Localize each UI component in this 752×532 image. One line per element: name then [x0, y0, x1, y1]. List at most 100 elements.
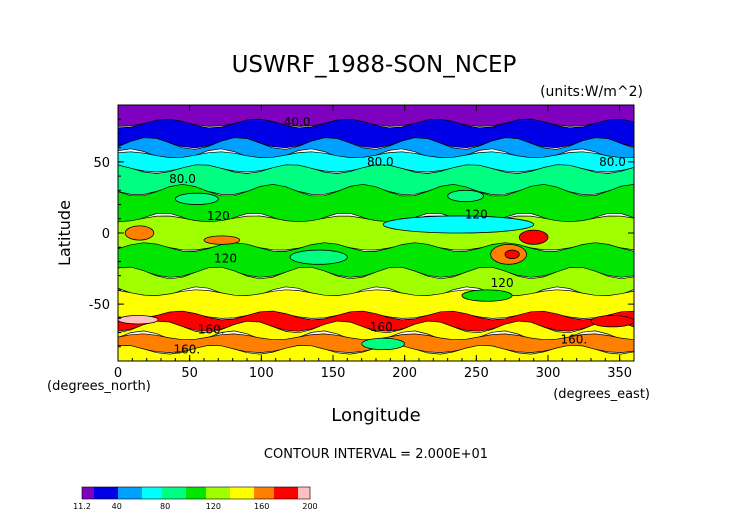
colorbar-tick-label: 160 — [254, 502, 269, 511]
colorbar-swatch — [106, 487, 111, 499]
colorbar-swatch — [226, 487, 231, 499]
colorbar-swatch — [186, 487, 191, 499]
contour-label: 80.0 — [169, 172, 196, 186]
colorbar-swatch — [302, 487, 307, 499]
colorbar-swatch — [290, 487, 295, 499]
heatmap-patch — [118, 315, 159, 325]
contour-interval-text: CONTOUR INTERVAL = 2.000E+01 — [264, 447, 488, 462]
x-tick-label: 200 — [392, 366, 417, 381]
colorbar-swatch — [222, 487, 227, 499]
contour-label: 80.0 — [599, 155, 626, 169]
colorbar-swatch — [170, 487, 175, 499]
colorbar-swatch — [110, 487, 115, 499]
x-tick-label: 300 — [536, 366, 561, 381]
colorbar-swatch — [166, 487, 171, 499]
colorbar-swatch — [98, 487, 103, 499]
heatmap-patch — [590, 315, 634, 328]
colorbar-swatch — [266, 487, 271, 499]
y-tick-label: -50 — [89, 298, 110, 313]
colorbar-swatch — [206, 487, 211, 499]
heatmap-patch — [461, 289, 513, 302]
x-tick-label: 100 — [249, 366, 274, 381]
colorbar-swatch — [194, 487, 199, 499]
colorbar-swatch — [190, 487, 195, 499]
colorbar-swatch — [210, 487, 215, 499]
colorbar-swatch — [278, 487, 283, 499]
colorbar-swatch — [90, 487, 95, 499]
colorbar-swatch — [274, 487, 279, 499]
contour-label: 120 — [207, 209, 230, 223]
colorbar-swatch — [242, 487, 247, 499]
colorbar-swatch — [94, 487, 99, 499]
colorbar: 11.2 40 80 120 160 200 — [73, 486, 318, 511]
x-tick-label: 50 — [181, 366, 198, 381]
colorbar-swatch — [130, 487, 135, 499]
heatmap-patch — [504, 249, 520, 259]
colorbar-swatch — [234, 487, 239, 499]
chart-title: USWRF_1988-SON_NCEP — [232, 52, 517, 78]
heatmap-band — [118, 105, 634, 127]
colorbar-swatch — [286, 487, 291, 499]
colorbar-swatch — [294, 487, 299, 499]
heatmap-patch — [361, 337, 406, 351]
colorbar-frame — [81, 486, 311, 500]
colorbar-swatch — [198, 487, 203, 499]
contour-label: 120 — [214, 252, 237, 266]
colorbar-swatch — [182, 487, 187, 499]
colorbar-swatch — [102, 487, 107, 499]
x-tick-label: 0 — [114, 366, 122, 381]
colorbar-tick-label: 11.2 — [73, 502, 91, 511]
colorbar-swatch — [142, 487, 147, 499]
colorbar-swatch — [122, 487, 127, 499]
heatmap-patch — [124, 225, 155, 241]
colorbar-swatch — [114, 487, 119, 499]
contour-label: 160. — [370, 320, 397, 334]
y-unit-note: (degrees_north) — [47, 379, 151, 394]
heatmap-field — [118, 105, 634, 361]
colorbar-swatch — [270, 487, 275, 499]
contour-label: 160. — [198, 323, 225, 337]
colorbar-swatch — [258, 487, 263, 499]
colorbar-swatch — [134, 487, 139, 499]
heatmap-patch — [518, 229, 549, 245]
heatmap-band — [118, 310, 634, 332]
heatmap-band — [118, 266, 634, 299]
y-tick-label: 50 — [93, 156, 110, 171]
heatmap-patch — [382, 215, 535, 234]
contour-label: 80.0 — [367, 155, 394, 169]
colorbar-swatch — [218, 487, 223, 499]
colorbar-swatch — [306, 487, 311, 499]
colorbar-swatch — [214, 487, 219, 499]
colorbar-swatch — [146, 487, 151, 499]
colorbar-swatch — [118, 487, 123, 499]
heatmap-band — [118, 344, 634, 361]
colorbar-swatch — [158, 487, 163, 499]
contour-label: 120 — [465, 208, 488, 222]
colorbar-swatch — [250, 487, 255, 499]
colorbar-tick-label: 40 — [112, 502, 122, 511]
units-label: (units:W/m^2) — [540, 84, 643, 100]
contour-label: 160. — [173, 343, 200, 357]
colorbar-swatch — [246, 487, 251, 499]
y-axis-label: Latitude — [55, 200, 74, 266]
x-tick-label: 150 — [321, 366, 346, 381]
colorbar-tick-label: 120 — [206, 502, 221, 511]
colorbar-swatch — [126, 487, 131, 499]
heatmap-patch — [447, 189, 484, 203]
colorbar-swatch — [82, 487, 87, 499]
colorbar-swatch — [254, 487, 259, 499]
colorbar-swatch — [138, 487, 143, 499]
colorbar-swatch — [154, 487, 159, 499]
y-tick-label: 0 — [102, 227, 110, 242]
heatmap-band — [118, 215, 634, 251]
colorbar-swatch — [238, 487, 243, 499]
x-tick-label: 350 — [607, 366, 632, 381]
heatmap-patch — [289, 249, 348, 265]
colorbar-tick-label: 80 — [160, 502, 170, 511]
x-unit-note: (degrees_east) — [553, 387, 650, 402]
x-axis-label: Longitude — [331, 405, 421, 426]
colorbar-swatch — [282, 487, 287, 499]
colorbar-swatch — [162, 487, 167, 499]
colorbar-swatch — [230, 487, 235, 499]
heatmap-patch — [174, 192, 219, 205]
